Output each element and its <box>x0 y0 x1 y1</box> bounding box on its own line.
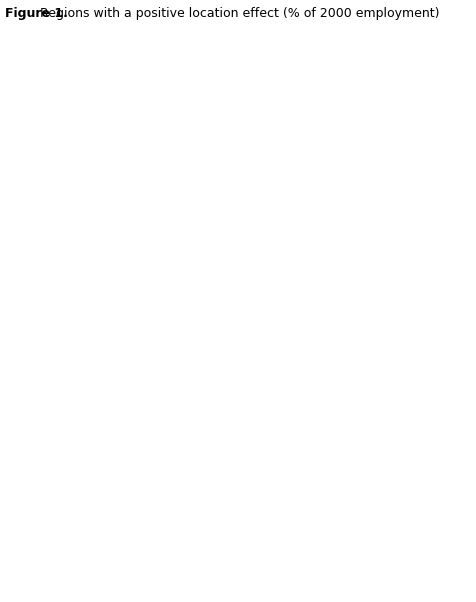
Text: Figure 1.: Figure 1. <box>5 7 68 20</box>
Text: Regions with a positive location effect (% of 2000 employment): Regions with a positive location effect … <box>40 7 440 20</box>
